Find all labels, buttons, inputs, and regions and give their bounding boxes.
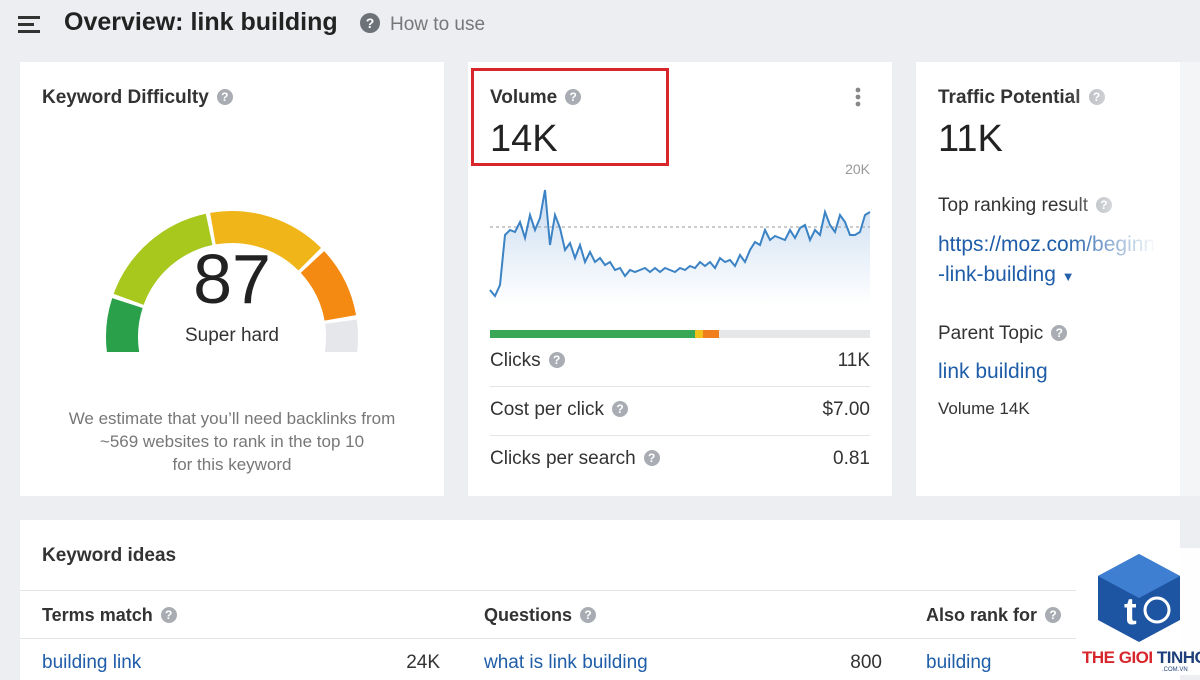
keyword-volume: 800 <box>850 652 882 673</box>
column-title-text: Terms match <box>42 605 153 625</box>
kd-title-text: Keyword Difficulty <box>42 87 209 108</box>
metric-label-text: Clicks <box>490 350 541 371</box>
highlight-box <box>471 68 669 166</box>
fade-edge <box>1180 62 1200 496</box>
gauge-segment <box>210 211 322 271</box>
keyword-volume: 24K <box>406 652 440 673</box>
brand-part: THE GIOI <box>1082 648 1153 667</box>
kd-rating: Super hard <box>184 325 279 346</box>
fade <box>1066 62 1180 496</box>
parent-topic-label: Parent Topic? <box>938 323 1068 345</box>
divider <box>490 386 870 387</box>
kd-note-line: for this keyword <box>172 455 292 474</box>
help-icon: ? <box>612 401 629 417</box>
column-title: Questions? <box>484 605 597 626</box>
tp-card: Traffic Potential? 11K Top ranking resul… <box>916 62 1180 496</box>
column-title-text: Questions <box>484 605 573 625</box>
brand-part: TINHOC <box>1156 648 1200 667</box>
metric-label: Clicks? <box>490 350 565 372</box>
top-ranking-label-text: Top ranking result <box>938 195 1088 216</box>
volume-card: Volume? 14K Clicks? 11K Cost per click? $7.… <box>468 62 892 496</box>
watermark-logo: t <box>1098 554 1180 642</box>
ideas-title: Keyword ideas <box>42 545 177 566</box>
divider <box>490 435 870 436</box>
gauge-segment <box>113 213 213 306</box>
keyword-link[interactable]: what is link building <box>484 652 648 673</box>
parent-volume: Volume 14K <box>938 399 1030 418</box>
keyword-link[interactable]: building <box>926 652 992 673</box>
help-icon: ? <box>580 607 597 623</box>
keyword-ideas-card: Keyword ideas Terms match? building link 2… <box>20 520 1180 680</box>
kd-score: 87 <box>193 240 271 318</box>
menu-icon[interactable] <box>18 14 44 36</box>
column-title: Terms match? <box>42 605 177 626</box>
gauge-segment <box>106 298 143 352</box>
watermark-domain: .COM.VN <box>1162 667 1188 673</box>
metric-label: Cost per click? <box>490 399 629 421</box>
metric-value: $7.00 <box>822 399 870 420</box>
gauge <box>106 211 358 352</box>
volume-title-text: Volume <box>490 87 558 108</box>
metric-label-text: Cost per click <box>490 399 605 420</box>
kd-card: Keyword Difficulty? 87 Super hard We est… <box>20 62 444 496</box>
metric-value: 0.81 <box>833 448 870 469</box>
help-icon: ? <box>548 352 565 368</box>
metric-label: Clicks per search? <box>490 448 660 470</box>
kd-note-line: ~569 websites to rank in the top 10 <box>99 432 365 451</box>
keyword-link[interactable]: building link <box>42 652 142 673</box>
volume-value: 14K <box>490 118 558 160</box>
tp-value: 11K <box>938 118 1003 160</box>
column-title: Also rank for? <box>926 605 1062 626</box>
kd-note-line: We estimate that you’ll need backlinks f… <box>68 409 396 428</box>
clicks-bar <box>490 330 870 338</box>
tp-title-text: Traffic Potential <box>938 87 1081 108</box>
gauge-segment <box>300 251 357 322</box>
gauge-segment <box>324 319 358 352</box>
help-icon: ? <box>160 607 177 623</box>
url-line[interactable]: -link-building <box>938 263 1056 286</box>
parent-topic-label-text: Parent Topic <box>938 323 1044 344</box>
kd-note: We estimate that you’ll need backlinks f… <box>20 407 444 476</box>
parent-topic[interactable]: link building <box>938 360 1048 383</box>
volume-title: Volume? <box>490 87 582 109</box>
metric-value: 11K <box>837 350 870 371</box>
svg-text:t: t <box>1124 591 1137 633</box>
divider <box>20 638 1180 639</box>
kd-title: Keyword Difficulty? <box>42 87 233 109</box>
watermark-brand: THE GIOI TINHOC <box>1082 648 1200 668</box>
page-title: Overview: link building <box>64 8 338 36</box>
help-icon: ? <box>1045 607 1062 623</box>
more-menu[interactable] <box>854 86 862 110</box>
help-text[interactable]: How to use <box>390 14 486 35</box>
help-icon: ? <box>643 450 660 466</box>
help-link[interactable]: ? How to use <box>360 13 485 36</box>
metric-label-text: Clicks per search <box>490 448 636 469</box>
divider <box>20 590 1180 591</box>
column-title-text: Also rank for <box>926 605 1038 625</box>
watermark: t THE GIOI TINHOC .COM.VN <box>1076 548 1200 675</box>
